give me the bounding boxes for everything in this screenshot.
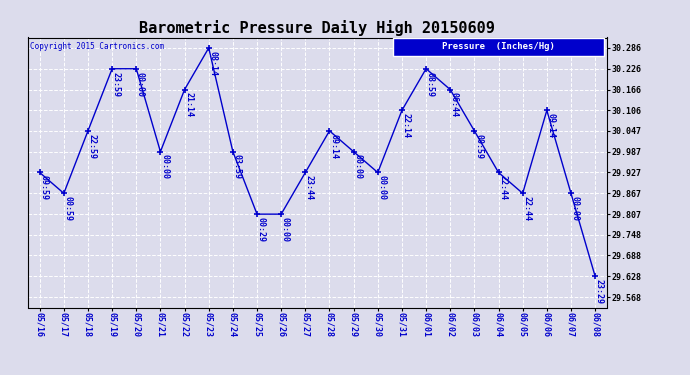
FancyBboxPatch shape	[393, 38, 604, 56]
Text: 23:44: 23:44	[305, 175, 314, 200]
Text: 08:14: 08:14	[208, 51, 217, 76]
Text: 03:59: 03:59	[233, 154, 241, 180]
Text: 22:59: 22:59	[88, 134, 97, 159]
Text: 06:44: 06:44	[450, 92, 459, 117]
Text: 08:59: 08:59	[426, 72, 435, 96]
Text: 22:14: 22:14	[402, 113, 411, 138]
Text: 00:59: 00:59	[474, 134, 483, 159]
Text: 09:59: 09:59	[39, 175, 48, 200]
Text: 09:14: 09:14	[329, 134, 338, 159]
Text: 22:44: 22:44	[498, 175, 507, 200]
Text: 00:00: 00:00	[281, 217, 290, 242]
Text: 22:44: 22:44	[522, 196, 531, 221]
Title: Barometric Pressure Daily High 20150609: Barometric Pressure Daily High 20150609	[139, 20, 495, 36]
Text: 00:29: 00:29	[257, 217, 266, 242]
Text: Copyright 2015 Cartronics.com: Copyright 2015 Cartronics.com	[30, 42, 165, 51]
Text: 00:00: 00:00	[377, 175, 386, 200]
Text: 09:14: 09:14	[546, 113, 555, 138]
Text: 00:00: 00:00	[571, 196, 580, 221]
Text: 00:00: 00:00	[136, 72, 145, 96]
Text: 00:00: 00:00	[353, 154, 362, 180]
Text: 23:29: 23:29	[595, 279, 604, 304]
Text: 23:59: 23:59	[112, 72, 121, 96]
Text: 21:14: 21:14	[184, 92, 193, 117]
Text: Pressure  (Inches/Hg): Pressure (Inches/Hg)	[442, 42, 555, 51]
Text: 00:59: 00:59	[63, 196, 72, 221]
Text: 00:00: 00:00	[160, 154, 169, 180]
